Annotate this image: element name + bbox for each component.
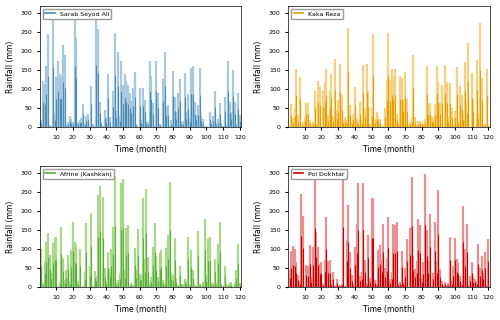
X-axis label: Time (month): Time (month) [114, 146, 166, 155]
Y-axis label: Rainfall (mm): Rainfall (mm) [254, 40, 263, 92]
Y-axis label: Rainfall (mm): Rainfall (mm) [6, 200, 15, 252]
Legend: Kaka Reza: Kaka Reza [291, 9, 343, 19]
Legend: Sarab Seyod Ali: Sarab Seyod Ali [42, 9, 112, 19]
Y-axis label: Rainfall (mm): Rainfall (mm) [254, 200, 263, 252]
Legend: Afrine (Kashkan): Afrine (Kashkan) [42, 169, 114, 179]
X-axis label: Time (month): Time (month) [114, 306, 166, 315]
X-axis label: Time (month): Time (month) [363, 146, 415, 155]
Legend: Pol Dokhtar: Pol Dokhtar [291, 169, 347, 179]
Y-axis label: Rainfall (mm): Rainfall (mm) [6, 40, 15, 92]
X-axis label: Time (month): Time (month) [363, 306, 415, 315]
